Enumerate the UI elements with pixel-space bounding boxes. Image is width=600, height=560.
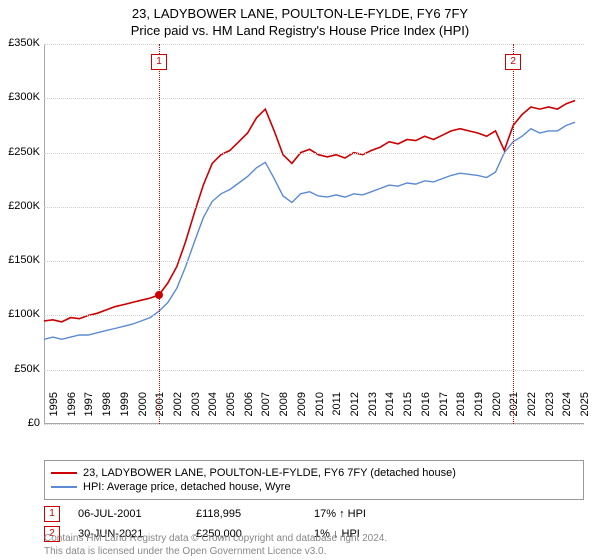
y-axis-label: £300K — [0, 91, 40, 103]
series-line — [44, 122, 575, 339]
sale-vline — [159, 44, 160, 424]
event-marker-1: 1 — [44, 506, 60, 522]
chart-container: 23, LADYBOWER LANE, POULTON-LE-FYLDE, FY… — [0, 0, 600, 560]
chart-titles: 23, LADYBOWER LANE, POULTON-LE-FYLDE, FY… — [0, 0, 600, 38]
sale-marker-box: 1 — [151, 54, 167, 70]
gridline-h — [44, 98, 584, 99]
footer-line-2: This data is licensed under the Open Gov… — [44, 546, 387, 559]
y-axis-label: £350K — [0, 37, 40, 49]
sale-marker-box: 2 — [505, 54, 521, 70]
legend-row-hpi: HPI: Average price, detached house, Wyre — [51, 481, 577, 493]
y-axis-label: £250K — [0, 146, 40, 158]
gridline-h — [44, 207, 584, 208]
legend-box: 23, LADYBOWER LANE, POULTON-LE-FYLDE, FY… — [44, 460, 584, 500]
x-axis-label: 2025 — [579, 392, 600, 428]
legend-swatch-hpi — [51, 486, 77, 488]
event-date: 06-JUL-2001 — [78, 508, 178, 520]
event-delta: 17% ↑ HPI — [314, 508, 414, 520]
sale-dot — [155, 291, 163, 299]
y-axis-label: £0 — [0, 417, 40, 429]
gridline-h — [44, 315, 584, 316]
gridline-h — [44, 44, 584, 45]
plot-area: £0£50K£100K£150K£200K£250K£300K£350K1995… — [44, 44, 584, 424]
legend-label-property: 23, LADYBOWER LANE, POULTON-LE-FYLDE, FY… — [83, 467, 456, 479]
chart-title-1: 23, LADYBOWER LANE, POULTON-LE-FYLDE, FY… — [0, 6, 600, 21]
y-axis-label: £50K — [0, 363, 40, 375]
line-plot-svg — [44, 44, 584, 424]
footer-line-1: Contains HM Land Registry data © Crown c… — [44, 533, 387, 546]
gridline-h — [44, 261, 584, 262]
y-axis-label: £200K — [0, 200, 40, 212]
legend-label-hpi: HPI: Average price, detached house, Wyre — [83, 481, 291, 493]
gridline-h — [44, 370, 584, 371]
y-axis-label: £100K — [0, 308, 40, 320]
legend-row-property: 23, LADYBOWER LANE, POULTON-LE-FYLDE, FY… — [51, 467, 577, 479]
legend-swatch-property — [51, 472, 77, 474]
footer-attribution: Contains HM Land Registry data © Crown c… — [44, 533, 387, 558]
gridline-h — [44, 153, 584, 154]
y-axis-label: £150K — [0, 254, 40, 266]
series-line — [44, 101, 575, 322]
event-price: £118,995 — [196, 508, 296, 520]
sale-vline — [513, 44, 514, 424]
event-row: 1 06-JUL-2001 £118,995 17% ↑ HPI — [44, 506, 584, 522]
chart-title-2: Price paid vs. HM Land Registry's House … — [0, 23, 600, 38]
